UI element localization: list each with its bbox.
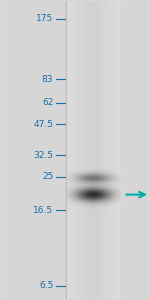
Text: 16.5: 16.5: [33, 206, 53, 215]
Text: 62: 62: [42, 98, 53, 107]
Text: 6.5: 6.5: [39, 281, 53, 290]
Text: 83: 83: [42, 75, 53, 84]
Text: 47.5: 47.5: [33, 120, 53, 129]
Text: 32.5: 32.5: [33, 151, 53, 160]
Text: 175: 175: [36, 14, 53, 23]
Text: 25: 25: [42, 172, 53, 181]
